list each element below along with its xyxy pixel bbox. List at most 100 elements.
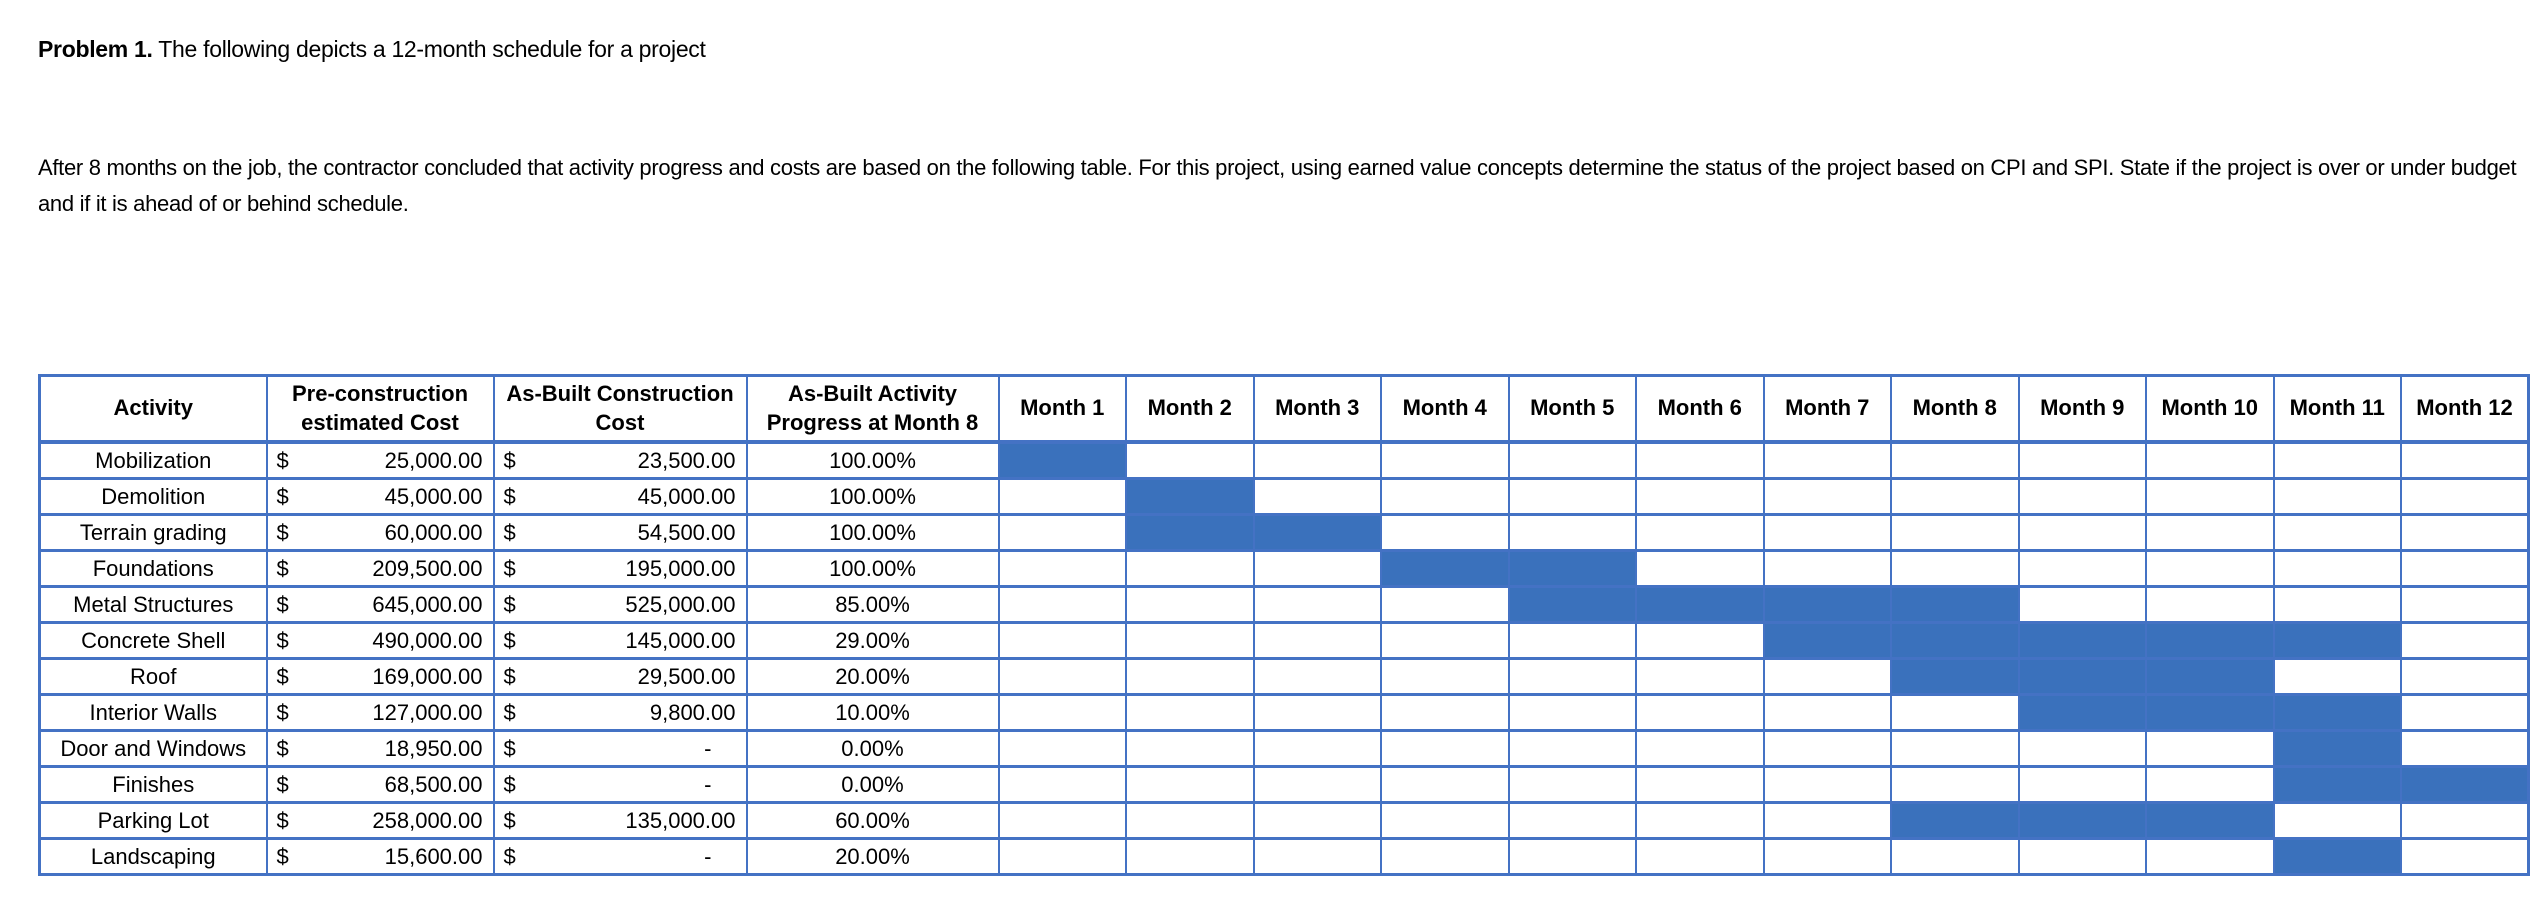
gantt-cell-month-1 [997, 513, 1127, 552]
gantt-cell-month-6 [1635, 513, 1765, 552]
gantt-cell-month-6 [1635, 837, 1765, 876]
gantt-cell-month-1 [997, 477, 1127, 516]
currency-symbol: $ [503, 663, 516, 689]
table-row-interior-walls: Interior Walls $127,000.00 $9,800.00 10.00% [38, 693, 2530, 732]
gantt-bar-month-11 [2272, 837, 2402, 876]
gantt-cell-month-2 [1125, 440, 1255, 480]
currency-symbol: $ [503, 519, 516, 545]
gantt-cell-month-1 [997, 549, 1127, 588]
progress-cell: 100.00% [745, 549, 1000, 588]
gantt-cell-month-6 [1635, 657, 1765, 696]
gantt-cell-month-3 [1252, 621, 1382, 660]
progress-cell: 60.00% [745, 801, 1000, 840]
progress-cell: 20.00% [745, 837, 1000, 876]
gantt-cell-month-6 [1635, 440, 1765, 480]
gantt-cell-month-11 [2272, 549, 2402, 588]
amount-value: 9,800.00 [649, 699, 736, 725]
problem-number-label: Problem 1. [38, 36, 153, 62]
col-header-month-6: Month 6 [1635, 374, 1765, 444]
amount-value: 68,500.00 [384, 771, 483, 797]
amount-value: 209,500.00 [372, 555, 483, 581]
gantt-cell-month-9 [2017, 549, 2147, 588]
currency-symbol: $ [276, 843, 289, 869]
gantt-cell-month-3 [1252, 585, 1382, 624]
pre-construction-cost-cell: $45,000.00 [265, 477, 495, 516]
col-header-month-3: Month 3 [1252, 374, 1382, 444]
gantt-cell-month-9 [2017, 837, 2147, 876]
header-row: Activity Pre-construction estimated Cost… [38, 374, 2530, 444]
col-header-progress: As-Built Activity Progress at Month 8 [745, 374, 1000, 444]
currency-symbol: $ [503, 771, 516, 797]
pre-construction-cost-cell: $645,000.00 [265, 585, 495, 624]
table-row-parking-lot: Parking Lot $258,000.00 $135,000.00 60.00% [38, 801, 2530, 840]
col-header-month-10: Month 10 [2145, 374, 2275, 444]
gantt-bar-month-10 [2145, 621, 2275, 660]
gantt-bar-month-11 [2272, 621, 2402, 660]
gantt-bar-month-8 [1890, 657, 2020, 696]
gantt-cell-month-8 [1890, 477, 2020, 516]
gantt-cell-month-5 [1507, 477, 1637, 516]
currency-symbol: $ [503, 807, 516, 833]
gantt-bar-month-10 [2145, 693, 2275, 732]
gantt-bar-month-7 [1762, 585, 1892, 624]
col-header-month-11: Month 11 [2272, 374, 2402, 444]
as-built-cost-cell: $135,000.00 [492, 801, 748, 840]
progress-cell: 100.00% [745, 477, 1000, 516]
currency-symbol: $ [503, 699, 516, 725]
progress-cell: 100.00% [745, 513, 1000, 552]
gantt-cell-month-9 [2017, 765, 2147, 804]
activity-cell: Terrain grading [38, 513, 268, 552]
gantt-cell-month-5 [1507, 765, 1637, 804]
gantt-cell-month-12 [2400, 549, 2530, 588]
gantt-cell-month-6 [1635, 621, 1765, 660]
schedule-table: Activity Pre-construction estimated Cost… [38, 374, 2530, 876]
gantt-bar-month-5 [1507, 585, 1637, 624]
progress-cell: 0.00% [745, 765, 1000, 804]
gantt-bar-month-9 [2017, 621, 2147, 660]
currency-symbol: $ [276, 663, 289, 689]
currency-symbol: $ [276, 627, 289, 653]
gantt-bar-month-2 [1125, 513, 1255, 552]
gantt-cell-month-4 [1380, 729, 1510, 768]
problem-description: After 8 months on the job, the contracto… [38, 155, 2517, 216]
gantt-cell-month-4 [1380, 765, 1510, 804]
table-row-mobilization: Mobilization $25,000.00 $23,500.00 100.00% [38, 440, 2530, 480]
gantt-cell-month-1 [997, 585, 1127, 624]
col-header-activity: Activity [38, 374, 268, 444]
amount-value: 145,000.00 [625, 627, 736, 653]
pre-construction-cost-cell: $127,000.00 [265, 693, 495, 732]
currency-symbol: $ [503, 483, 516, 509]
amount-value: 29,500.00 [637, 663, 736, 689]
activity-cell: Door and Windows [38, 729, 268, 768]
currency-symbol: $ [503, 843, 516, 869]
col-header-month-9: Month 9 [2017, 374, 2147, 444]
table-row-metal-structures: Metal Structures $645,000.00 $525,000.00 85… [38, 585, 2530, 624]
pre-construction-cost-cell: $60,000.00 [265, 513, 495, 552]
gantt-cell-month-8 [1890, 729, 2020, 768]
currency-symbol: $ [503, 447, 516, 473]
gantt-cell-month-2 [1125, 621, 1255, 660]
as-built-cost-cell: $ - [492, 729, 748, 768]
gantt-cell-month-6 [1635, 765, 1765, 804]
gantt-cell-month-10 [2145, 477, 2275, 516]
gantt-cell-month-8 [1890, 513, 2020, 552]
gantt-cell-month-12 [2400, 693, 2530, 732]
amount-value: 490,000.00 [372, 627, 483, 653]
currency-symbol: $ [503, 555, 516, 581]
activity-cell: Parking Lot [38, 801, 268, 840]
gantt-cell-month-5 [1507, 801, 1637, 840]
col-header-month-5: Month 5 [1507, 374, 1637, 444]
gantt-cell-month-12 [2400, 621, 2530, 660]
gantt-cell-month-7 [1762, 549, 1892, 588]
gantt-cell-month-9 [2017, 729, 2147, 768]
amount-value: 645,000.00 [372, 591, 483, 617]
gantt-cell-month-10 [2145, 549, 2275, 588]
gantt-cell-month-10 [2145, 765, 2275, 804]
gantt-cell-month-5 [1507, 837, 1637, 876]
as-built-cost-cell: $145,000.00 [492, 621, 748, 660]
gantt-cell-month-12 [2400, 585, 2530, 624]
activity-cell: Interior Walls [38, 693, 268, 732]
gantt-cell-month-3 [1252, 729, 1382, 768]
gantt-cell-month-7 [1762, 440, 1892, 480]
amount-value: - [704, 843, 712, 869]
